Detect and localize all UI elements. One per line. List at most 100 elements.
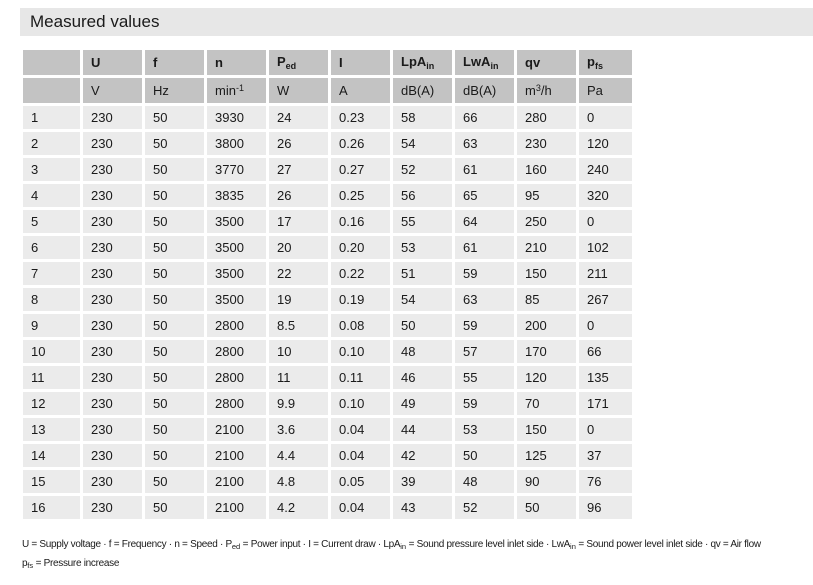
cell-air-flow: 210 — [517, 236, 576, 259]
cell-current-draw: 0.10 — [331, 392, 390, 415]
cell-sound-pressure-level-inlet: 54 — [393, 288, 452, 311]
cell-sound-power-level-inlet: 59 — [455, 262, 514, 285]
cell-air-flow: 120 — [517, 366, 576, 389]
cell-speed: 3835 — [207, 184, 266, 207]
cell-pressure-increase: 96 — [579, 496, 632, 519]
column-unit-speed: min-1 — [207, 78, 266, 103]
cell-sound-power-level-inlet: 61 — [455, 158, 514, 181]
cell-current-draw: 0.04 — [331, 496, 390, 519]
cell-row-number: 9 — [23, 314, 80, 337]
cell-speed: 2100 — [207, 444, 266, 467]
table-row: 11 230 50 2800 11 0.11 46 55 120 135 — [23, 366, 632, 389]
cell-row-number: 7 — [23, 262, 80, 285]
column-header-power-input: Ped — [269, 50, 328, 75]
table-row: 14 230 50 2100 4.4 0.04 42 50 125 37 — [23, 444, 632, 467]
cell-frequency: 50 — [145, 444, 204, 467]
cell-pressure-increase: 66 — [579, 340, 632, 363]
cell-current-draw: 0.19 — [331, 288, 390, 311]
cell-frequency: 50 — [145, 366, 204, 389]
table-body: 1 230 50 3930 24 0.23 58 66 280 0 2 230 50 3800 26 0.26… — [23, 106, 632, 519]
cell-air-flow: 280 — [517, 106, 576, 129]
cell-speed: 3500 — [207, 288, 266, 311]
cell-frequency: 50 — [145, 132, 204, 155]
table-row: 4 230 50 3835 26 0.25 56 65 95 320 — [23, 184, 632, 207]
column-unit-row-number — [23, 78, 80, 103]
table-row: 10 230 50 2800 10 0.10 48 57 170 66 — [23, 340, 632, 363]
cell-air-flow: 170 — [517, 340, 576, 363]
cell-row-number: 16 — [23, 496, 80, 519]
table-row: 5 230 50 3500 17 0.16 55 64 250 0 — [23, 210, 632, 233]
cell-sound-pressure-level-inlet: 49 — [393, 392, 452, 415]
cell-pressure-increase: 37 — [579, 444, 632, 467]
cell-supply-voltage: 230 — [83, 496, 142, 519]
cell-frequency: 50 — [145, 470, 204, 493]
cell-pressure-increase: 267 — [579, 288, 632, 311]
cell-sound-pressure-level-inlet: 52 — [393, 158, 452, 181]
cell-sound-power-level-inlet: 63 — [455, 288, 514, 311]
cell-power-input: 17 — [269, 210, 328, 233]
cell-supply-voltage: 230 — [83, 444, 142, 467]
cell-sound-power-level-inlet: 50 — [455, 444, 514, 467]
cell-sound-pressure-level-inlet: 43 — [393, 496, 452, 519]
column-unit-supply-voltage: V — [83, 78, 142, 103]
page-title: Measured values — [30, 12, 160, 31]
column-header-frequency: f — [145, 50, 204, 75]
column-header-air-flow: qv — [517, 50, 576, 75]
cell-speed: 2100 — [207, 470, 266, 493]
cell-air-flow: 95 — [517, 184, 576, 207]
cell-supply-voltage: 230 — [83, 236, 142, 259]
cell-power-input: 22 — [269, 262, 328, 285]
cell-power-input: 11 — [269, 366, 328, 389]
cell-current-draw: 0.08 — [331, 314, 390, 337]
cell-supply-voltage: 230 — [83, 340, 142, 363]
cell-power-input: 20 — [269, 236, 328, 259]
cell-pressure-increase: 0 — [579, 210, 632, 233]
cell-frequency: 50 — [145, 184, 204, 207]
column-unit-frequency: Hz — [145, 78, 204, 103]
table-row: 7 230 50 3500 22 0.22 51 59 150 211 — [23, 262, 632, 285]
cell-sound-power-level-inlet: 57 — [455, 340, 514, 363]
cell-power-input: 3.6 — [269, 418, 328, 441]
footnote-line-1: U = Supply voltage · f = Frequency · n =… — [22, 539, 761, 551]
cell-pressure-increase: 0 — [579, 314, 632, 337]
cell-frequency: 50 — [145, 314, 204, 337]
cell-current-draw: 0.23 — [331, 106, 390, 129]
cell-speed: 3500 — [207, 236, 266, 259]
cell-power-input: 27 — [269, 158, 328, 181]
cell-air-flow: 85 — [517, 288, 576, 311]
table-row: 6 230 50 3500 20 0.20 53 61 210 102 — [23, 236, 632, 259]
cell-current-draw: 0.11 — [331, 366, 390, 389]
cell-air-flow: 150 — [517, 262, 576, 285]
cell-air-flow: 70 — [517, 392, 576, 415]
cell-current-draw: 0.05 — [331, 470, 390, 493]
cell-current-draw: 0.25 — [331, 184, 390, 207]
cell-power-input: 4.8 — [269, 470, 328, 493]
cell-air-flow: 250 — [517, 210, 576, 233]
cell-sound-power-level-inlet: 65 — [455, 184, 514, 207]
column-header-current-draw: I — [331, 50, 390, 75]
cell-supply-voltage: 230 — [83, 262, 142, 285]
cell-supply-voltage: 230 — [83, 210, 142, 233]
cell-row-number: 6 — [23, 236, 80, 259]
cell-sound-pressure-level-inlet: 50 — [393, 314, 452, 337]
footnote-line-2: pfs = Pressure increase — [22, 558, 120, 570]
cell-frequency: 50 — [145, 392, 204, 415]
cell-frequency: 50 — [145, 418, 204, 441]
cell-frequency: 50 — [145, 210, 204, 233]
cell-sound-power-level-inlet: 59 — [455, 392, 514, 415]
cell-row-number: 8 — [23, 288, 80, 311]
cell-row-number: 12 — [23, 392, 80, 415]
cell-row-number: 2 — [23, 132, 80, 155]
cell-speed: 3500 — [207, 262, 266, 285]
cell-pressure-increase: 0 — [579, 418, 632, 441]
cell-row-number: 13 — [23, 418, 80, 441]
cell-speed: 3800 — [207, 132, 266, 155]
cell-air-flow: 230 — [517, 132, 576, 155]
column-unit-sound-pressure-level-inlet: dB(A) — [393, 78, 452, 103]
column-header-supply-voltage: U — [83, 50, 142, 75]
